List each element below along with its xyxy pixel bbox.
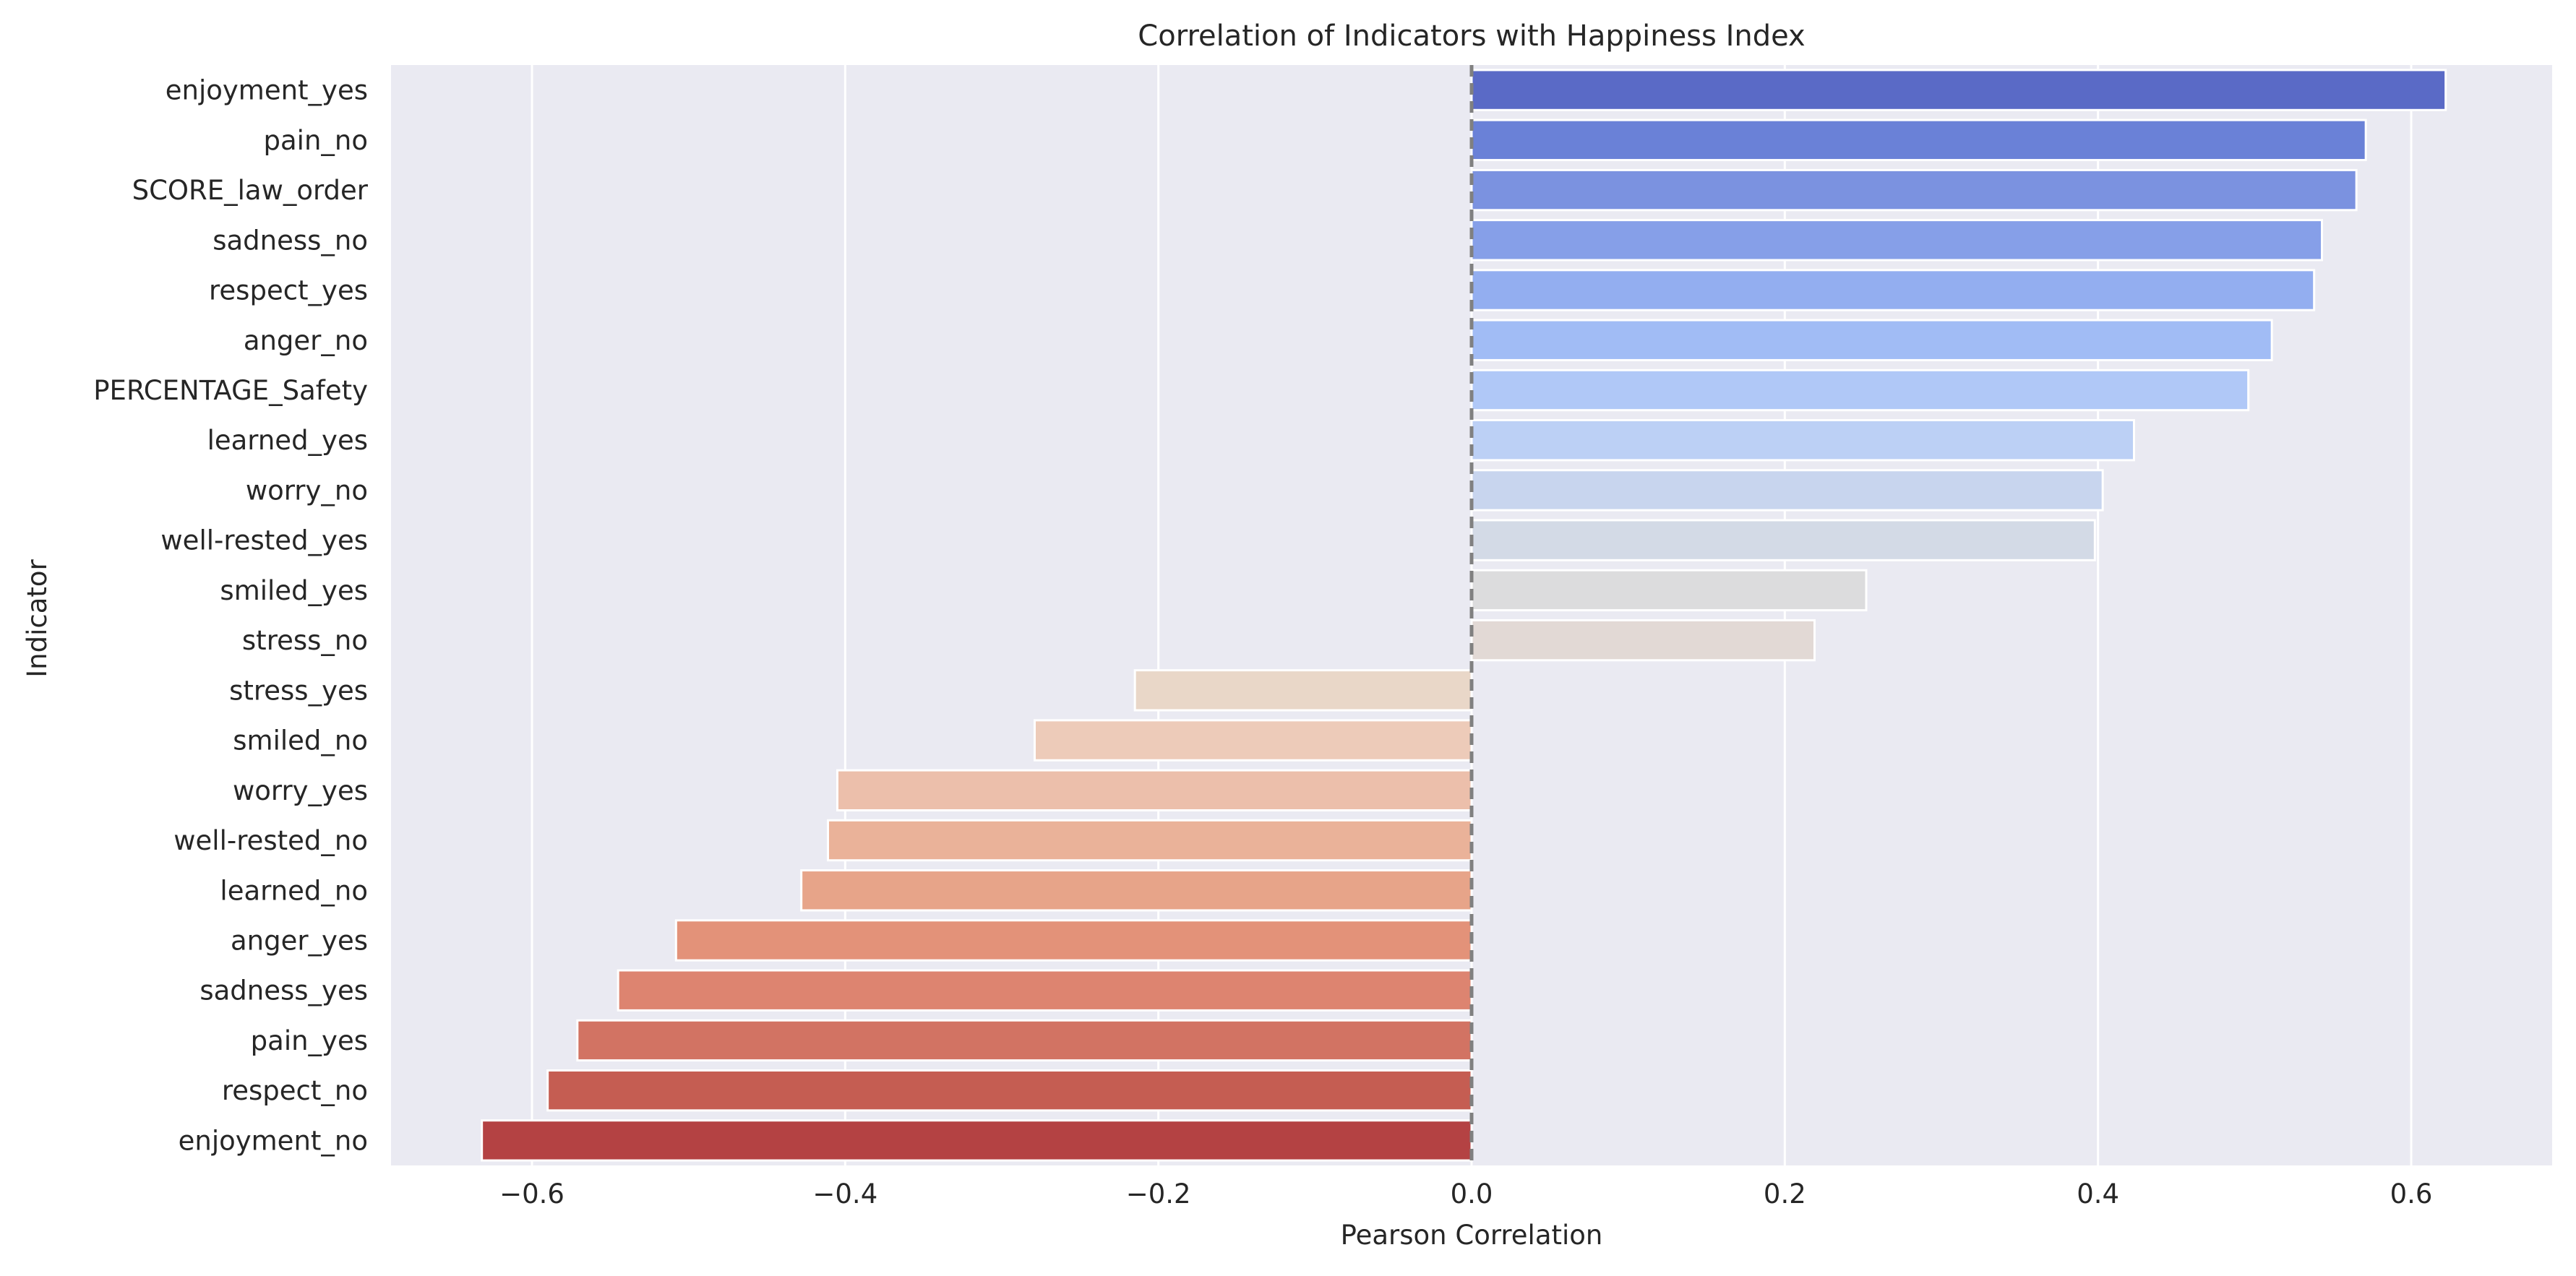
x-tick-label: 0.2: [1764, 1178, 1806, 1210]
chart-title: Correlation of Indicators with Happiness…: [1138, 20, 1805, 53]
bar-stress_yes: [1133, 669, 1473, 712]
x-tick-label: 0.4: [2077, 1178, 2119, 1210]
y-tick-label: stress_no: [242, 625, 368, 656]
x-tick-label: −0.2: [1126, 1178, 1191, 1210]
y-tick-label: sadness_no: [212, 225, 368, 256]
y-tick-label: enjoyment_yes: [166, 75, 368, 106]
bar-pain_yes: [576, 1019, 1473, 1062]
bar-worry_yes: [836, 769, 1473, 811]
bar-PERCENTAGE_Safety: [1470, 368, 2250, 412]
x-tick-label: −0.6: [499, 1178, 564, 1210]
bar-respect_yes: [1470, 269, 2316, 311]
y-tick-label: respect_no: [222, 1075, 368, 1106]
x-axis-label: Pearson Correlation: [1341, 1220, 1603, 1251]
y-tick-label: pain_no: [264, 125, 368, 156]
bar-enjoyment_no: [481, 1119, 1473, 1162]
y-tick-label: PERCENTAGE_Safety: [93, 375, 368, 406]
y-tick-label: smiled_yes: [220, 575, 368, 606]
y-tick-label: anger_no: [244, 325, 368, 356]
bar-stress_no: [1470, 618, 1816, 662]
bar-sadness_no: [1470, 219, 2323, 262]
y-tick-label: learned_yes: [207, 425, 368, 456]
bars: [481, 69, 2447, 1162]
y-tick-label: SCORE_law_order: [132, 175, 369, 206]
bar-SCORE_law_order: [1470, 168, 2358, 212]
y-tick-labels: enjoyment_yes pain_no SCORE_law_ordersadne…: [93, 75, 369, 1157]
bar-learned_yes: [1470, 419, 2135, 462]
y-axis-label: Indicator: [22, 559, 53, 677]
y-tick-label: pain_yes: [251, 1025, 368, 1056]
bar-enjoyment_yes: [1470, 69, 2447, 111]
bar-smiled_no: [1034, 719, 1473, 762]
y-tick-label: learned_no: [220, 875, 368, 906]
x-tick-label: 0.6: [2390, 1178, 2433, 1210]
y-tick-label: sadness_yes: [199, 975, 368, 1006]
bar-respect_no: [546, 1069, 1473, 1112]
y-tick-label: well-rested_yes: [160, 525, 368, 556]
bar-anger_yes: [674, 919, 1473, 962]
y-tick-label: respect_yes: [209, 275, 368, 306]
y-tick-label: worry_yes: [233, 775, 368, 806]
y-tick-label: worry_no: [246, 475, 368, 506]
bar-sadness_yes: [617, 969, 1473, 1012]
x-tick-labels: −0.6 −0.4 −0.2 0.0 0.2 0.4 0.6: [499, 1178, 2432, 1210]
bar-anger_no: [1470, 319, 2273, 361]
bar-well-rested_no: [827, 819, 1473, 862]
x-tick-label: −0.4: [812, 1178, 877, 1210]
y-tick-label: smiled_no: [233, 725, 368, 756]
y-tick-label: anger_yes: [231, 925, 368, 956]
y-tick-label: stress_yes: [229, 675, 368, 706]
y-tick-label: well-rested_no: [173, 825, 368, 856]
bar-learned_no: [800, 869, 1473, 912]
y-tick-label: enjoyment_no: [179, 1125, 368, 1156]
x-tick-label: 0.0: [1451, 1178, 1493, 1210]
bar-smiled_yes: [1470, 569, 1868, 612]
bar-pain_no: [1470, 118, 2367, 162]
bar-worry_no: [1470, 469, 2104, 512]
bar-well-rested_yes: [1470, 519, 2096, 561]
